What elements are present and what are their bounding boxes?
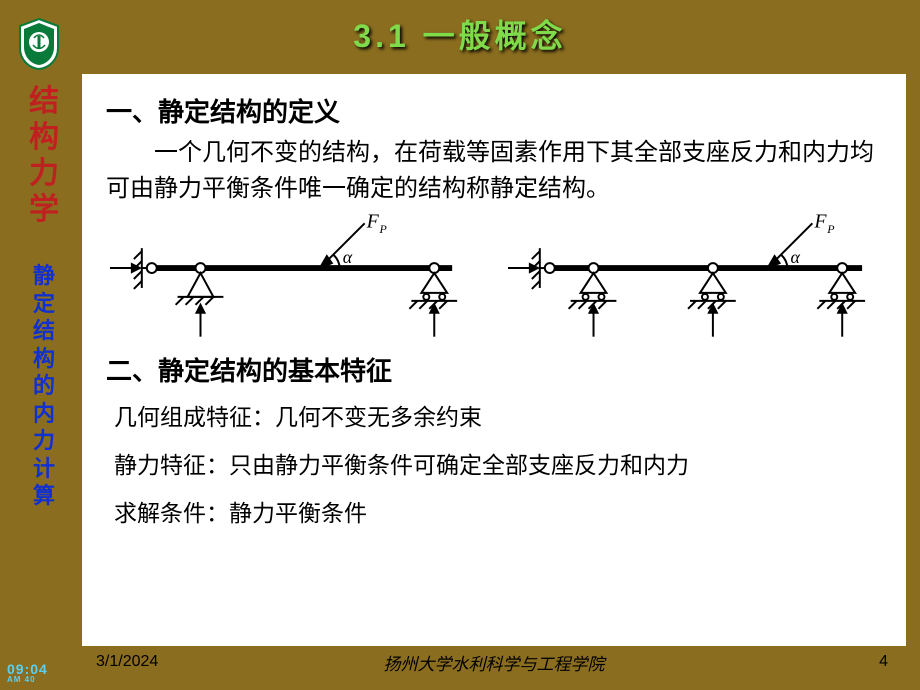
sidebar-course-char: 力 [12,156,76,192]
beam-diagram-right: F P α [504,213,882,343]
sidebar-chapter-char: 静 [12,262,76,290]
svg-text:α: α [343,247,353,267]
sidebar-course-char: 学 [12,192,76,228]
sidebar-chapter-char: 构 [12,345,76,373]
section1-paragraph: 一个几何不变的结构，在荷载等固素作用下其全部支座反力和内力均可由静力平衡条件唯一… [106,135,882,207]
sidebar-chapter-char: 算 [12,482,76,510]
svg-text:α: α [790,247,800,267]
sidebar-chapter: 静 定 结 构 的 内 力 计 算 [12,262,76,510]
section1-heading: 一、静定结构的定义 [106,92,882,129]
university-logo-icon [18,18,60,70]
footer-org: 扬州大学水利科学与工程学院 [384,650,605,675]
sidebar-chapter-char: 力 [12,427,76,455]
section2-line: 静力特征：只由静力平衡条件可确定全部支座反力和内力 [114,446,882,480]
sidebar-chapter-char: 定 [12,290,76,318]
section2-line: 求解条件：静力平衡条件 [114,494,882,528]
title-bar: 3.1 一般概念 [4,4,916,64]
sidebar-chapter-char: 的 [12,372,76,400]
section2-line: 几何组成特征：几何不变无多余约束 [114,398,882,432]
sidebar-course: 结 构 力 学 [12,84,76,228]
sidebar-course-char: 构 [12,120,76,156]
slide-title: 3.1 一般概念 [353,11,566,57]
sidebar-chapter-char: 结 [12,317,76,345]
sidebar-chapter-char: 内 [12,400,76,428]
svg-text:F: F [366,213,380,232]
footer-date: 3/1/2024 [96,653,158,671]
content-area: 一、静定结构的定义 一个几何不变的结构，在荷载等固素作用下其全部支座反力和内力均… [82,74,906,646]
svg-text:F: F [813,213,827,232]
beam-diagram-left: F P α [106,213,484,343]
sidebar: 结 构 力 学 静 定 结 构 的 内 力 计 算 [12,84,76,510]
beam-diagrams: F P α [106,213,882,343]
timestamp-watermark: 09:04 AM 40 [7,663,48,683]
slide: 3.1 一般概念 结 构 力 学 静 定 结 构 的 内 力 计 算 一、静定结… [4,4,916,686]
footer: 3/1/2024 扬州大学水利科学与工程学院 4 [82,648,906,676]
sidebar-chapter-char: 计 [12,455,76,483]
footer-page: 4 [879,653,888,671]
sidebar-course-char: 结 [12,84,76,120]
section2-heading: 二、静定结构的基本特征 [106,351,882,388]
svg-text:P: P [826,222,834,236]
svg-text:P: P [379,222,387,236]
